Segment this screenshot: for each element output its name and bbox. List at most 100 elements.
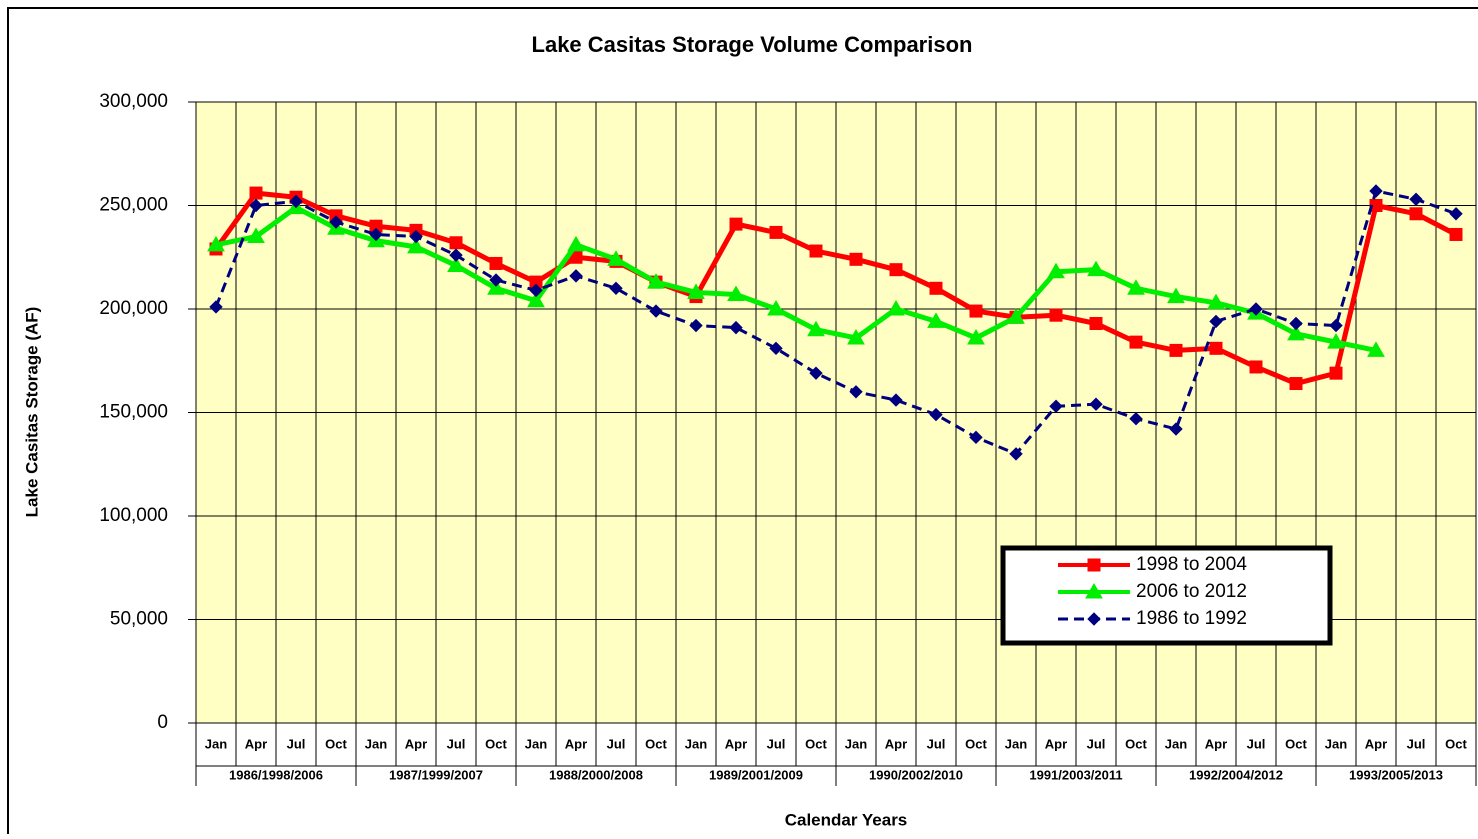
series-line xyxy=(214,189,1457,456)
data-point xyxy=(567,235,585,252)
data-point xyxy=(1289,316,1303,331)
data-point xyxy=(1449,227,1463,241)
group-label: 1993/2005/2013 xyxy=(1349,767,1443,782)
group-label: 1988/2000/2008 xyxy=(549,767,643,782)
y-axis-label: Lake Casitas Storage (AF) xyxy=(22,307,41,518)
y-tick-label: 50,000 xyxy=(110,609,168,630)
data-point xyxy=(887,299,905,316)
x-tick-label: Jul xyxy=(1087,736,1106,751)
legend-box xyxy=(1000,545,1333,646)
series-line xyxy=(215,205,1377,353)
data-point xyxy=(967,328,985,345)
data-point xyxy=(449,248,463,262)
data-point xyxy=(929,407,943,422)
data-point xyxy=(769,341,783,356)
data-point xyxy=(529,283,543,298)
data-point xyxy=(889,393,903,407)
data-point xyxy=(1409,207,1423,221)
data-point xyxy=(1087,260,1105,277)
x-tick-label: Apr xyxy=(565,736,587,751)
x-tick-label: Jul xyxy=(1407,736,1426,751)
data-point xyxy=(409,229,423,244)
group-label: 1986/1998/2006 xyxy=(229,767,323,782)
x-tick-label: Jan xyxy=(1325,736,1347,751)
x-tick-label: Jan xyxy=(845,736,867,751)
series-line xyxy=(213,190,1458,387)
data-point xyxy=(447,256,465,273)
data-point xyxy=(1409,192,1423,206)
x-tick-label: Jan xyxy=(1005,736,1027,751)
data-point xyxy=(687,283,705,299)
x-tick-label: Jul xyxy=(447,736,466,751)
data-point xyxy=(1047,262,1065,279)
legend-marker xyxy=(1087,558,1101,572)
x-tick-label: Jan xyxy=(525,736,547,751)
data-point xyxy=(249,198,263,213)
group-label: 1992/2004/2012 xyxy=(1189,767,1283,782)
x-tick-label: Apr xyxy=(1205,736,1227,751)
legend-marker xyxy=(1087,612,1101,626)
data-point xyxy=(849,385,863,399)
data-point xyxy=(1049,399,1063,413)
data-point xyxy=(727,285,745,302)
data-point xyxy=(807,320,825,337)
data-point xyxy=(689,318,703,333)
data-point xyxy=(569,269,583,283)
group-label: 1990/2002/2010 xyxy=(869,767,963,782)
legend-label: 2006 to 2012 xyxy=(1136,581,1247,602)
group-label: 1991/2003/2011 xyxy=(1029,767,1122,782)
data-point xyxy=(1249,360,1263,374)
data-point xyxy=(927,312,945,328)
x-tick-label: Oct xyxy=(1445,736,1467,751)
data-point xyxy=(1209,314,1223,329)
data-point xyxy=(1369,199,1383,212)
x-tick-label: Jul xyxy=(1247,736,1266,751)
data-point xyxy=(1169,343,1183,357)
data-point xyxy=(809,244,823,258)
x-axis-label: Calendar Years xyxy=(785,810,908,829)
data-point xyxy=(649,304,663,318)
x-tick-label: Jul xyxy=(927,736,946,751)
data-point xyxy=(1209,341,1223,355)
data-point xyxy=(847,328,865,345)
data-point xyxy=(609,281,623,296)
data-point xyxy=(607,250,625,266)
x-tick-label: Oct xyxy=(1125,736,1147,751)
group-label: 1987/1999/2007 xyxy=(389,767,483,782)
x-tick-label: Apr xyxy=(725,736,747,751)
data-point xyxy=(1089,397,1103,411)
data-point xyxy=(1329,318,1343,333)
data-point xyxy=(527,291,545,308)
data-point xyxy=(969,430,983,445)
data-point xyxy=(369,227,383,242)
x-tick-label: Oct xyxy=(965,736,987,751)
data-point xyxy=(1167,287,1185,304)
data-point xyxy=(249,186,263,200)
data-point xyxy=(1169,422,1183,436)
x-tick-label: Apr xyxy=(1045,736,1067,751)
x-tick-label: Oct xyxy=(325,736,347,751)
x-tick-label: Jan xyxy=(685,736,707,751)
data-point xyxy=(889,263,903,277)
data-point xyxy=(489,256,503,270)
legend-label: 1986 to 1992 xyxy=(1136,608,1247,629)
data-point xyxy=(1127,279,1145,295)
data-point xyxy=(929,281,943,295)
legend-marker xyxy=(1085,582,1103,599)
data-point xyxy=(849,252,863,266)
data-point xyxy=(1327,333,1345,349)
data-point xyxy=(1329,366,1343,380)
y-tick-label: 150,000 xyxy=(99,402,168,423)
data-point xyxy=(1089,316,1103,330)
data-point xyxy=(1207,293,1225,310)
data-point xyxy=(1289,377,1303,391)
x-tick-label: Jan xyxy=(1165,736,1187,751)
data-point xyxy=(489,273,503,287)
data-point xyxy=(1367,341,1385,357)
data-point xyxy=(289,194,303,209)
data-point xyxy=(969,304,983,318)
data-point xyxy=(647,273,665,289)
data-point xyxy=(729,217,743,231)
